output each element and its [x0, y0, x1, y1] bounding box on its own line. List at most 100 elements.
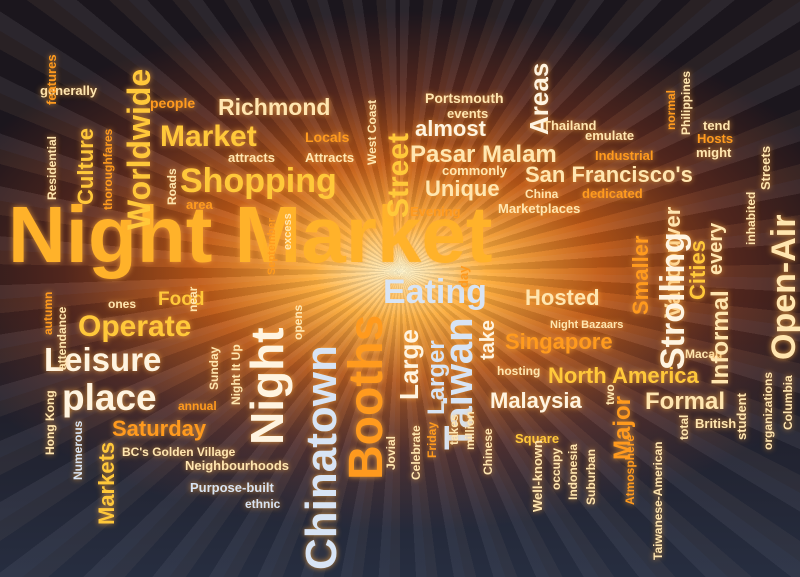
word: Areas	[524, 63, 554, 135]
word: occupy	[549, 448, 563, 490]
word: organizations	[761, 372, 775, 450]
word: day	[456, 265, 471, 288]
word: Well-known	[530, 440, 545, 512]
word: Attracts	[305, 150, 354, 165]
word: thoroughfares	[101, 128, 115, 210]
word: Large	[394, 329, 424, 400]
word: Taiwan	[437, 317, 481, 450]
word: China	[525, 187, 559, 201]
word: Culture	[73, 128, 98, 205]
word: Suburban	[584, 449, 598, 505]
word: Evening	[410, 204, 461, 219]
word: emulate	[585, 128, 634, 143]
word: area	[186, 197, 214, 212]
word: Richmond	[218, 94, 330, 120]
word: dedicated	[582, 186, 643, 201]
word: Operate	[78, 310, 191, 343]
word: North America	[548, 363, 700, 388]
word: Macau	[685, 347, 722, 361]
word: Columbia	[781, 375, 795, 430]
word: Larger	[423, 340, 450, 415]
word: ethnic	[245, 497, 281, 511]
word: Cities	[685, 240, 710, 300]
word: Formal	[645, 388, 725, 415]
word: student	[734, 392, 749, 440]
word: autumn	[41, 292, 55, 335]
word: commonly	[442, 163, 508, 178]
word: million	[463, 411, 477, 450]
word: Eating	[383, 273, 487, 311]
word: almost	[415, 116, 487, 141]
word: Major	[609, 396, 636, 460]
word: Residential	[45, 136, 59, 200]
word: Atmosphere	[623, 435, 637, 505]
word: two	[603, 384, 617, 405]
word: Food	[158, 289, 204, 310]
word: Hosted	[525, 285, 600, 310]
word: Markets	[94, 442, 119, 525]
word: Sunday	[207, 346, 221, 390]
word: people	[150, 95, 195, 111]
word: Indonesia	[566, 444, 580, 500]
word: Hosts	[697, 131, 733, 146]
word: Locals	[305, 129, 350, 145]
word: September	[266, 217, 278, 275]
word: Night Bazaars	[550, 319, 623, 331]
word: Open-Air	[765, 215, 800, 360]
word: Vancouver	[660, 206, 685, 318]
word: generally	[40, 83, 98, 98]
word: Saturday	[112, 416, 207, 441]
word: Booths	[340, 315, 393, 480]
word: hosting	[497, 364, 540, 378]
word: British	[695, 416, 736, 431]
word: near	[186, 286, 200, 312]
word: Market	[160, 120, 257, 153]
word: Unique	[425, 176, 500, 201]
word: Neighbourhoods	[185, 458, 289, 473]
word: Numerous	[71, 420, 85, 480]
word: every	[705, 222, 727, 275]
word: annual	[178, 399, 217, 413]
word: tend	[703, 118, 731, 133]
word: Square	[515, 431, 559, 446]
word: Taiwanese-American	[651, 442, 665, 561]
word: opens	[291, 304, 305, 340]
word: take	[477, 320, 499, 360]
word: Jovial	[384, 436, 398, 470]
word: Street	[382, 133, 415, 218]
word: Smaller	[628, 235, 653, 315]
word: ones	[108, 297, 136, 311]
word: events	[447, 106, 488, 121]
word: Night It Up	[229, 344, 243, 405]
word: San Francisco's	[525, 162, 693, 187]
word: Marketplaces	[498, 201, 580, 216]
word: normal	[664, 90, 678, 130]
word: excess	[282, 213, 294, 250]
word: Singapore	[505, 329, 613, 354]
word: Informal	[707, 290, 734, 385]
word: Strolling	[654, 232, 692, 370]
word: attracts	[228, 150, 275, 165]
word: Roads	[165, 168, 179, 205]
word: place	[62, 377, 157, 418]
word: Hong Kong	[43, 390, 57, 455]
word: Purpose-built	[190, 480, 274, 495]
word: Portsmouth	[425, 90, 504, 106]
word: Philippines	[679, 71, 693, 135]
word: Celebrate	[409, 425, 423, 480]
word: Night	[241, 327, 293, 445]
word: attendance	[55, 306, 69, 370]
word: BC's Golden Village	[122, 445, 236, 459]
word: Streets	[758, 146, 773, 190]
word: Chinese	[481, 428, 495, 475]
word: Industrial	[595, 148, 654, 163]
word: Night Market	[8, 190, 493, 279]
word: Shopping	[180, 162, 337, 200]
word: West Coast	[365, 100, 379, 165]
word: features	[44, 54, 59, 105]
word: Worldwide	[121, 69, 157, 230]
word: total	[677, 415, 691, 440]
word: might	[696, 145, 732, 160]
